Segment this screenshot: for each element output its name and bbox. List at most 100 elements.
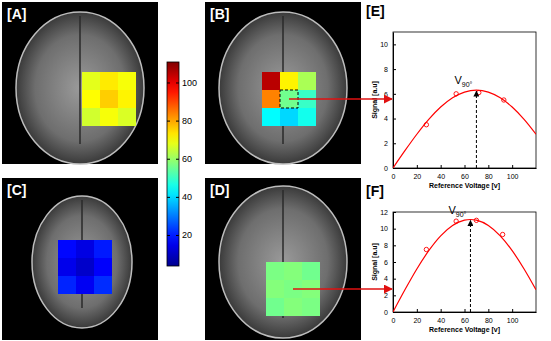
y-axis-title: Signal [a.u] xyxy=(371,243,379,281)
x-axis-title: Reference Voltage [v] xyxy=(429,326,500,334)
y-tick: 10 xyxy=(380,225,396,232)
heatmap-cell xyxy=(58,258,76,276)
x-axis: 020406080100 xyxy=(392,165,537,180)
heatmap-cell xyxy=(82,90,100,108)
heatmap-cell xyxy=(298,72,316,90)
colorbar-tick xyxy=(176,197,179,198)
y-tick: 8 xyxy=(384,66,396,73)
x-tick-label: 100 xyxy=(507,317,519,324)
fit-line xyxy=(393,220,536,313)
x-tick-label: 0 xyxy=(392,317,396,324)
panel-label: [D] xyxy=(210,182,229,198)
colorbar-tick xyxy=(176,82,179,83)
heatmap-cell xyxy=(262,108,280,126)
y-tick-mark xyxy=(393,94,396,95)
brain-image xyxy=(219,12,347,164)
x-axis-title: Reference Voltage [v] xyxy=(429,182,500,190)
panel-label: [E] xyxy=(366,3,385,19)
heatmap-cell xyxy=(76,258,94,276)
x-tick-mark xyxy=(465,165,466,168)
y-axis: 024681012 xyxy=(380,209,396,316)
image-panel: [A] xyxy=(2,2,158,164)
heatmap-cell xyxy=(262,72,280,90)
x-tick: 60 xyxy=(461,165,469,180)
brain-image xyxy=(219,186,347,338)
x-tick-label: 20 xyxy=(413,173,421,180)
heatmap-cell xyxy=(94,258,112,276)
y-tick-label: 0 xyxy=(384,165,388,172)
plot-background xyxy=(393,32,536,168)
plot-frame xyxy=(393,212,536,312)
y-tick-label: 6 xyxy=(384,259,388,266)
heatmap-cell xyxy=(118,108,136,126)
annotation-subscript: 90° xyxy=(462,81,473,88)
y-tick: 8 xyxy=(384,242,396,249)
colorbar-tick xyxy=(167,82,170,83)
heatmap-cell xyxy=(262,90,280,108)
image-panel: [B] xyxy=(205,2,361,164)
annotation-label: V90° xyxy=(454,74,472,88)
heatmap-cell xyxy=(302,298,320,316)
x-tick: 40 xyxy=(437,309,445,324)
heatmap-cell xyxy=(100,72,118,90)
marks xyxy=(393,218,536,312)
x-tick-mark xyxy=(417,309,418,312)
y-tick-label: 2 xyxy=(384,140,388,147)
y-tick: 2 xyxy=(384,292,396,299)
heatmap-cell xyxy=(100,90,118,108)
plot-background xyxy=(393,212,536,312)
y-tick-mark xyxy=(393,295,396,296)
heatmap-cell xyxy=(76,240,94,258)
heatmap-cell xyxy=(266,298,284,316)
heatmap-cell xyxy=(266,262,284,280)
y-tick: 4 xyxy=(384,115,396,122)
panel-label: [C] xyxy=(7,182,26,198)
y-axis-title: Signal [a.u] xyxy=(371,81,379,119)
data-point xyxy=(424,247,428,251)
y-tick-label: 10 xyxy=(380,225,388,232)
pointer-arrow xyxy=(289,98,392,100)
pointer-arrow xyxy=(293,288,392,290)
heatmap-cell xyxy=(118,72,136,90)
colorbar-tick xyxy=(176,235,179,236)
annotation-label: V90° xyxy=(448,204,466,218)
y-tick-label: 0 xyxy=(384,309,388,316)
colorbar: 20406080100 xyxy=(167,62,197,266)
x-tick-label: 80 xyxy=(485,317,493,324)
y-axis: 0246810 xyxy=(380,33,396,172)
heatmap-cell xyxy=(266,280,284,298)
background xyxy=(0,0,551,341)
y-tick-label: 2 xyxy=(384,292,388,299)
panel-label: [B] xyxy=(210,6,229,22)
y-tick-mark xyxy=(393,229,396,230)
annotation-subscript: 90° xyxy=(456,211,467,218)
colorbar-tick xyxy=(167,235,170,236)
x-tick-mark xyxy=(488,165,489,168)
y-tick-label: 6 xyxy=(384,91,388,98)
panel-label: [F] xyxy=(366,183,384,199)
colorbar-frame xyxy=(167,62,179,266)
colorbar-tick-label: 100 xyxy=(182,78,197,88)
heatmap-cell xyxy=(284,298,302,316)
annotation-line xyxy=(476,91,477,168)
x-tick-mark xyxy=(465,309,466,312)
fit-line xyxy=(393,90,536,168)
data-point xyxy=(502,98,506,102)
y-tick-label: 8 xyxy=(384,66,388,73)
colorbar-tick xyxy=(167,159,170,160)
data-point xyxy=(474,218,478,222)
figure: [A][B][C][D]2040608010002040608010002468… xyxy=(0,0,551,341)
heatmap-cell xyxy=(76,276,94,294)
x-tick-mark xyxy=(441,309,442,312)
heatmap-cell xyxy=(58,276,76,294)
image-background xyxy=(2,178,158,340)
heatmap-cell xyxy=(82,108,100,126)
image-background xyxy=(205,178,361,340)
y-tick: 4 xyxy=(384,275,396,282)
heatmap-cell xyxy=(94,240,112,258)
y-tick-mark xyxy=(393,69,396,70)
y-tick-mark xyxy=(393,279,396,280)
chart: 020406080100024681012V90°Reference Volta… xyxy=(366,183,537,334)
x-tick-mark xyxy=(488,309,489,312)
y-tick-label: 4 xyxy=(384,115,388,122)
